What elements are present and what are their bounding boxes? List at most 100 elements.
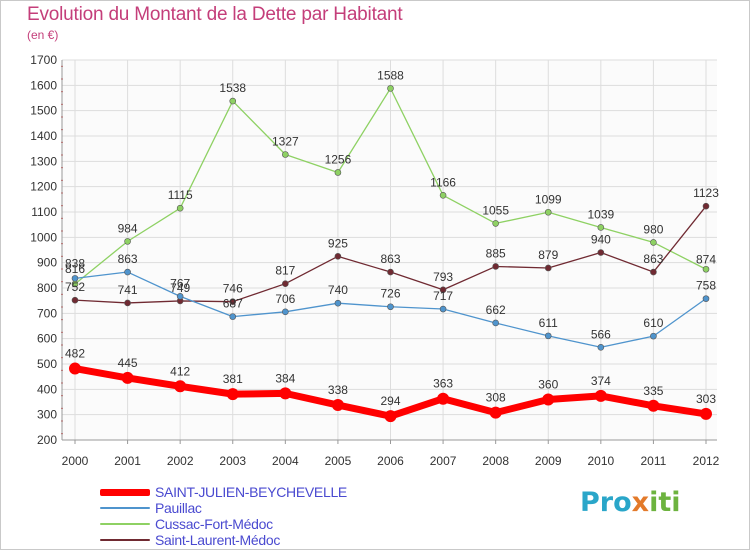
data-label: 726: [380, 287, 400, 301]
data-label: 1538: [219, 81, 246, 95]
series-point-0: [226, 388, 239, 401]
data-label: 1256: [325, 152, 352, 166]
data-label: 1099: [535, 192, 562, 206]
data-label: 793: [433, 270, 453, 284]
data-label: 360: [538, 377, 558, 391]
data-label: 611: [539, 316, 558, 330]
legend-label: Cussac-Fort-Médoc: [155, 516, 273, 532]
legend-label: Pauillac: [155, 500, 202, 516]
series-point-3: [492, 263, 499, 270]
data-label: 940: [591, 233, 611, 247]
series-point-0: [647, 399, 660, 412]
data-label: 740: [328, 283, 348, 297]
y-tick-label: 1300: [30, 154, 57, 168]
series-point-1: [492, 319, 499, 327]
legend-item: Pauillac: [100, 500, 400, 516]
series-point-3: [71, 296, 79, 304]
series-point-1: [387, 303, 394, 311]
data-label: 817: [275, 264, 295, 278]
chart-unit: (en €): [27, 28, 59, 42]
y-tick-label: 1700: [30, 53, 57, 67]
series-point-0: [437, 392, 450, 405]
data-label: 758: [696, 279, 716, 293]
data-label: 308: [486, 391, 506, 405]
x-tick-label: 2000: [62, 454, 89, 468]
series-point-2: [124, 238, 131, 245]
chart-title: Evolution du Montant de la Dette par Hab…: [27, 4, 403, 25]
series-point-1: [229, 313, 237, 320]
series-point-3: [650, 268, 657, 276]
data-label: 746: [223, 282, 243, 296]
x-tick-label: 2011: [641, 454, 667, 468]
data-label: 303: [696, 392, 716, 406]
series-point-3: [702, 202, 710, 210]
y-tick-label: 1500: [30, 104, 57, 118]
x-tick-label: 2005: [325, 454, 352, 468]
data-label: 381: [223, 372, 243, 386]
data-label: 925: [328, 236, 348, 250]
legend-label: SAINT-JULIEN-BEYCHEVELLE: [155, 484, 347, 500]
series-point-1: [544, 332, 552, 340]
series-point-2: [334, 169, 342, 176]
data-label: 482: [65, 347, 85, 361]
data-label: 384: [275, 371, 295, 385]
series-point-0: [174, 380, 187, 393]
series-point-1: [439, 305, 447, 313]
x-tick-label: 2002: [167, 454, 194, 468]
data-label: 294: [380, 394, 400, 408]
data-label: 566: [591, 327, 611, 341]
data-label: 984: [118, 221, 138, 235]
series-point-1: [282, 308, 289, 316]
legend-label: Saint-Laurent-Médoc: [155, 532, 281, 548]
legend-item: SAINT-JULIEN-BEYCHEVELLE: [100, 484, 400, 500]
data-label: 412: [170, 364, 190, 378]
data-label: 980: [643, 222, 663, 236]
series-point-0: [279, 387, 292, 400]
y-tick-label: 900: [37, 256, 57, 270]
series-point-2: [597, 224, 605, 231]
data-label: 1039: [587, 207, 614, 221]
legend-swatch: [100, 507, 150, 509]
series-point-2: [387, 85, 394, 92]
series-point-3: [282, 280, 289, 287]
data-label: 885: [486, 246, 506, 260]
legend-item: Saint-Laurent-Médoc: [100, 532, 400, 548]
data-label: 749: [170, 281, 190, 295]
series-point-3: [387, 268, 394, 276]
series-point-2: [650, 239, 657, 246]
series-point-3: [544, 264, 552, 272]
series-point-1: [124, 268, 131, 276]
data-label: 445: [118, 356, 138, 370]
y-tick-label: 400: [37, 382, 57, 396]
y-tick-label: 1200: [30, 180, 57, 194]
data-label: 1166: [430, 175, 456, 189]
series-point-0: [700, 407, 712, 420]
x-tick-label: 2004: [272, 454, 299, 468]
legend-swatch: [100, 523, 150, 525]
data-label: 706: [275, 292, 295, 306]
data-label: 662: [486, 303, 506, 317]
series-point-0: [489, 406, 502, 419]
data-label: 687: [223, 297, 243, 311]
x-tick-label: 2008: [482, 454, 509, 468]
y-tick-label: 1400: [30, 129, 57, 143]
data-label: 863: [643, 252, 663, 266]
x-tick-label: 2007: [430, 454, 457, 468]
legend-swatch: [100, 539, 150, 541]
series-point-1: [702, 295, 710, 302]
x-tick-label: 2009: [535, 454, 562, 468]
x-tick-label: 2006: [377, 454, 404, 468]
data-label: 838: [65, 256, 85, 270]
data-label: 374: [591, 374, 611, 388]
legend-item: Cussac-Fort-Médoc: [100, 516, 400, 532]
data-label: 1123: [693, 186, 719, 200]
series-point-3: [124, 299, 131, 307]
data-label: 610: [643, 316, 663, 330]
data-label: 741: [118, 283, 138, 297]
data-label: 863: [380, 252, 400, 266]
data-label: 335: [643, 384, 663, 398]
series-point-0: [594, 389, 607, 402]
series-point-3: [439, 286, 447, 294]
series-point-3: [597, 249, 605, 256]
